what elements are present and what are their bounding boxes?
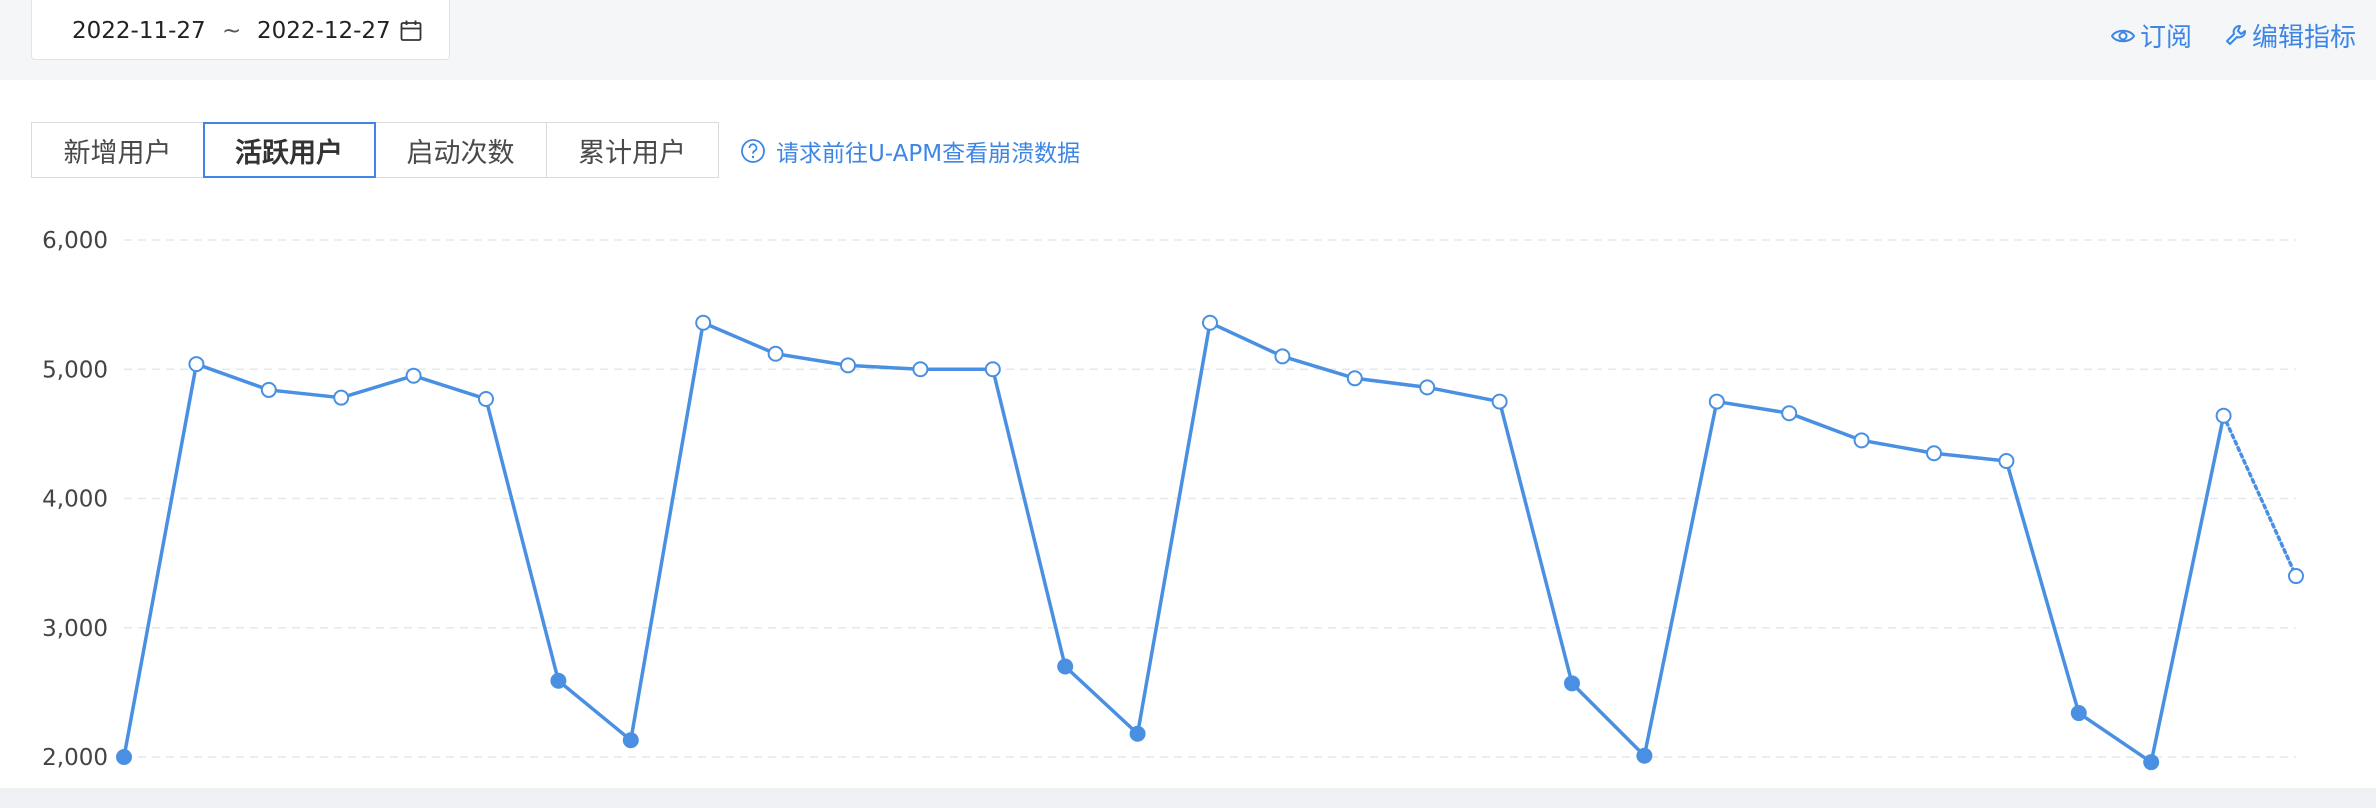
- date-start: 2022-11-27: [72, 18, 206, 44]
- data-point[interactable]: [840, 357, 856, 374]
- tab-new-users[interactable]: 新增用户: [31, 122, 204, 178]
- data-point[interactable]: [2288, 568, 2304, 585]
- series-line: [122, 320, 2226, 764]
- data-point[interactable]: [333, 389, 350, 406]
- edit-metric-button[interactable]: 编辑指标: [2224, 17, 2356, 54]
- data-point[interactable]: [1057, 658, 1074, 675]
- y-tick-label: 3,000: [42, 616, 108, 642]
- data-point[interactable]: [478, 390, 494, 407]
- data-point[interactable]: [1346, 370, 1363, 387]
- data-point[interactable]: [767, 345, 784, 362]
- subscribe-button[interactable]: 订阅: [2110, 17, 2192, 54]
- data-point[interactable]: [912, 361, 929, 378]
- data-point[interactable]: [1202, 314, 1218, 331]
- data-point[interactable]: [1926, 445, 1942, 462]
- data-point[interactable]: [695, 314, 712, 331]
- data-point[interactable]: [260, 381, 277, 398]
- data-point[interactable]: [1129, 725, 1146, 742]
- bottom-divider: [0, 788, 2376, 808]
- y-tick-label: 2,000: [42, 745, 108, 771]
- y-tick-label: 6,000: [42, 228, 108, 254]
- tab-launch-count[interactable]: 启动次数: [374, 122, 547, 178]
- data-point[interactable]: [1853, 432, 1870, 449]
- data-point[interactable]: [1998, 453, 2015, 470]
- apm-link-label: 请求前往U-APM查看崩溃数据: [776, 141, 1081, 167]
- data-point[interactable]: [2215, 407, 2232, 424]
- data-point[interactable]: [550, 672, 567, 689]
- date-separator: ~: [222, 18, 242, 44]
- tab-active-users[interactable]: 活跃用户: [202, 122, 376, 178]
- data-point[interactable]: [1274, 348, 1291, 365]
- subscribe-label: 订阅: [2140, 23, 2193, 53]
- data-point[interactable]: [405, 367, 422, 384]
- tab-total-users[interactable]: 累计用户: [545, 122, 719, 178]
- date-end: 2022-12-27: [257, 18, 391, 44]
- data-point[interactable]: [984, 361, 1001, 378]
- data-point[interactable]: [1708, 393, 1725, 410]
- date-range-picker[interactable]: 2022-11-27 ~ 2022-12-27: [31, 0, 450, 60]
- top-toolbar: 2022-11-27 ~ 2022-12-27 订阅 编辑指标: [0, 0, 2376, 80]
- data-point[interactable]: [1781, 405, 1798, 422]
- data-point[interactable]: [188, 356, 205, 373]
- wrench-icon: [2226, 24, 2246, 45]
- help-circle-icon: [741, 139, 765, 163]
- data-point[interactable]: [1564, 675, 1580, 692]
- y-tick-label: 5,000: [42, 357, 108, 383]
- data-point[interactable]: [622, 732, 639, 749]
- series-line-forecast: [2221, 414, 2298, 578]
- apm-link[interactable]: 请求前往U-APM查看崩溃数据: [740, 134, 1080, 168]
- data-point[interactable]: [1636, 747, 1653, 764]
- metric-tabs: 新增用户 活跃用户 启动次数 累计用户: [31, 122, 719, 178]
- data-point[interactable]: [2070, 705, 2087, 722]
- calendar-icon: [400, 20, 422, 41]
- y-tick-label: 4,000: [42, 487, 108, 513]
- data-point[interactable]: [1419, 379, 1436, 396]
- data-point[interactable]: [2143, 754, 2160, 771]
- eye-icon: [2110, 29, 2136, 42]
- data-point[interactable]: [1491, 393, 1508, 410]
- edit-metric-label: 编辑指标: [2252, 23, 2357, 53]
- data-point[interactable]: [116, 749, 132, 765]
